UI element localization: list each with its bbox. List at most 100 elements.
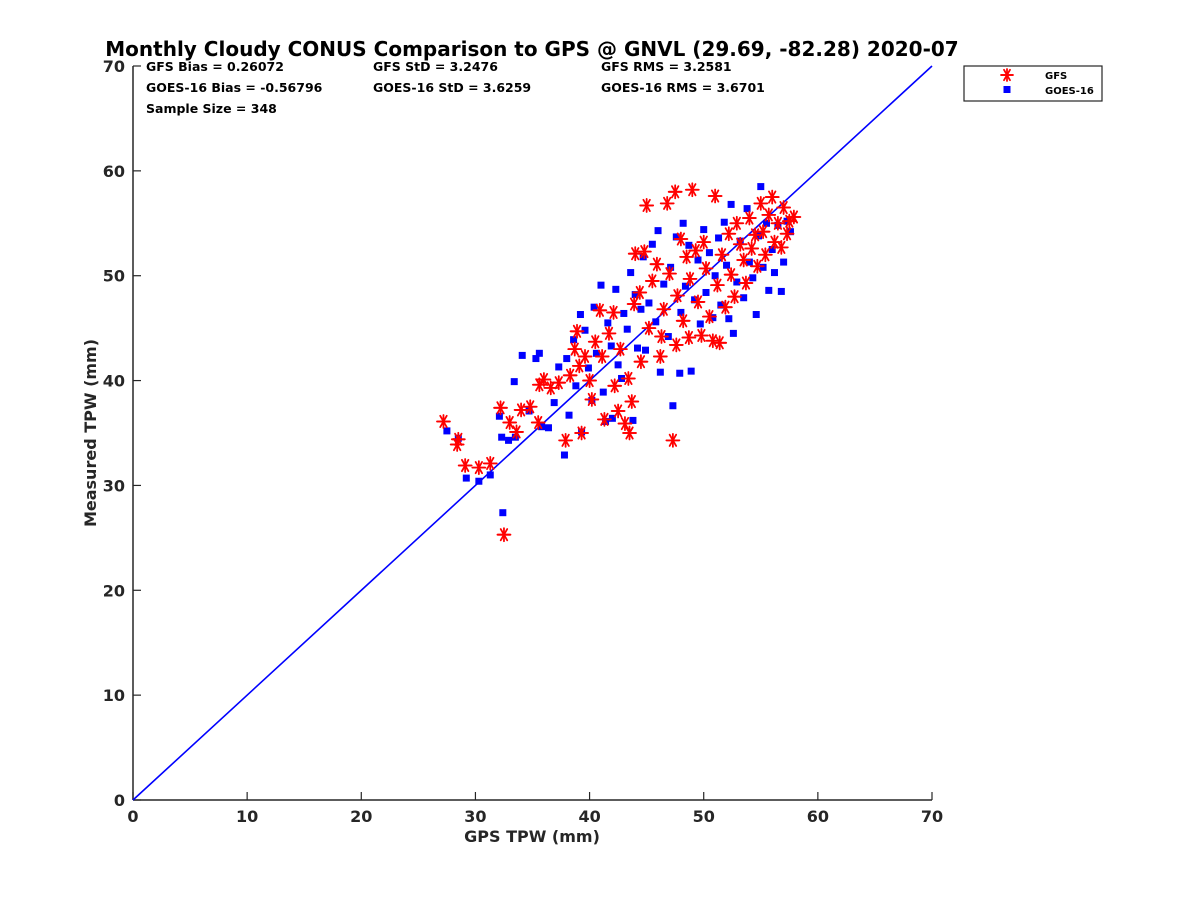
goes16-point: [717, 301, 725, 309]
goes16-point: [608, 414, 616, 422]
goes16-point: [637, 305, 645, 313]
goes16-point: [576, 311, 584, 319]
goes16-point: [550, 399, 558, 407]
gfs-point: [584, 392, 600, 407]
x-tick-label: 10: [236, 807, 258, 826]
goes16-point: [498, 433, 506, 441]
gfs-point: [710, 277, 725, 293]
gfs-point: [684, 182, 700, 198]
gfs-point: [753, 195, 769, 211]
goes16-point: [755, 232, 763, 240]
gfs-point: [779, 226, 795, 242]
y-tick-label: 40: [103, 372, 125, 391]
gfs-point: [718, 299, 733, 315]
goes16-point: [672, 233, 680, 241]
gfs-point: [530, 415, 546, 430]
goes16-point: [525, 407, 533, 415]
goes16-point: [570, 336, 578, 344]
y-tick-label: 20: [103, 581, 125, 600]
goes16-point: [623, 325, 631, 333]
x-tick-label: 30: [464, 807, 486, 826]
goes16-point: [669, 402, 677, 410]
goes16-point: [720, 218, 728, 226]
x-tick-label: 0: [127, 807, 138, 826]
goes16-point: [749, 274, 757, 282]
gfs-point: [654, 329, 669, 344]
goes16-point: [462, 474, 470, 482]
goes16-point: [765, 286, 773, 294]
x-tick-label: 70: [921, 807, 943, 826]
chart-title: Monthly Cloudy CONUS Comparison to GPS @…: [105, 37, 958, 61]
gfs-point: [652, 349, 668, 364]
goes16-point: [715, 234, 723, 242]
gfs-point: [682, 271, 698, 287]
gfs-point: [601, 325, 617, 341]
gfs-point: [702, 309, 717, 325]
gfs-point: [509, 424, 524, 440]
x-tick-label: 60: [807, 807, 829, 826]
gfs-point: [770, 215, 786, 231]
gfs-point: [551, 375, 567, 391]
goes16-point: [518, 351, 526, 359]
gfs-point: [744, 241, 760, 256]
gfs-point: [606, 305, 621, 320]
stat-goes-bias: GOES-16 Bias = -0.56796: [146, 80, 323, 95]
gfs-point: [620, 371, 636, 386]
gfs-point: [727, 289, 742, 305]
gfs-point: [597, 411, 612, 427]
gfs-point: [610, 403, 626, 419]
gfs-point: [761, 207, 777, 223]
gfs-points: [436, 182, 802, 543]
gfs-point: [587, 334, 603, 350]
goes16-point: [572, 382, 580, 390]
gfs-point: [574, 425, 589, 441]
gfs-point: [662, 266, 677, 282]
goes16-point: [759, 263, 767, 271]
goes16-point: [560, 451, 568, 459]
gfs-point: [633, 354, 649, 370]
goes16-point: [475, 477, 483, 485]
gfs-point: [776, 200, 792, 215]
gfs-point: [656, 301, 672, 317]
goes16-point: [723, 261, 731, 269]
gfs-point: [641, 320, 657, 336]
goes16-point: [511, 433, 519, 441]
gfs-point: [736, 252, 752, 268]
stat-gfs-bias: GFS Bias = 0.26072: [146, 59, 284, 74]
y-tick-label: 60: [103, 162, 125, 181]
gfs-point: [627, 246, 643, 262]
goes16-point: [694, 256, 702, 264]
gfs-point: [582, 373, 597, 388]
goes16-point: [584, 364, 592, 372]
goes16-point: [786, 228, 794, 236]
goes16-point: [510, 378, 518, 386]
gfs-point: [624, 394, 640, 409]
goes16-point: [629, 416, 637, 424]
gfs-point: [679, 249, 694, 265]
axes: [132, 66, 932, 801]
stat-sample-size: Sample Size = 348: [146, 101, 277, 116]
goes16-point: [770, 269, 778, 277]
goes16-point: [499, 509, 507, 517]
gfs-point: [721, 226, 737, 242]
goes16-point: [565, 411, 573, 419]
gfs-point: [558, 432, 574, 448]
gfs-point: [502, 415, 518, 430]
gfs-point: [773, 240, 789, 255]
goes16-point: [757, 183, 765, 191]
gfs-point: [536, 372, 552, 387]
goes16-point: [652, 318, 660, 326]
gfs-point: [594, 349, 610, 364]
goes16-point: [762, 219, 770, 227]
gfs-point: [694, 328, 709, 343]
gfs-point: [673, 231, 689, 247]
gfs-point: [747, 227, 763, 243]
goes16-point: [590, 303, 598, 311]
goes16-point: [648, 240, 656, 248]
x-tick-label: 20: [350, 807, 372, 826]
y-tick-label: 50: [103, 267, 125, 286]
goes16-point: [777, 287, 785, 295]
gfs-point: [482, 456, 498, 471]
goes16-point: [700, 226, 708, 234]
